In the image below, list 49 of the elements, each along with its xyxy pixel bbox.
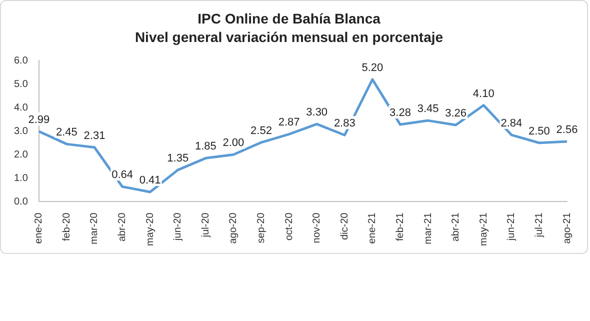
data-label: 3.26 — [445, 108, 467, 120]
x-tick-label: ago-21 — [562, 212, 573, 244]
data-label: 1.35 — [167, 152, 189, 164]
x-tick-label: abr-20 — [117, 212, 128, 242]
x-tick-label: may-21 — [478, 212, 490, 246]
chart-subtitle: Nivel general variación mensual en porcentaje — [134, 29, 444, 46]
data-label: 2.56 — [556, 124, 578, 136]
x-tick-label: jun-20 — [172, 212, 184, 242]
data-label: 3.30 — [306, 106, 328, 119]
data-label: 0.64 — [112, 169, 133, 182]
x-tick-label: oct-20 — [284, 212, 295, 240]
chart-title: IPC Online de Bahía Blanca — [198, 10, 381, 26]
x-tick-label: ago-20 — [228, 212, 240, 244]
data-label: 2.84 — [500, 117, 522, 130]
data-label: 2.31 — [84, 130, 106, 142]
data-label: 0.41 — [139, 174, 161, 187]
data-label: 2.45 — [56, 126, 78, 139]
x-tick-label: jul-21 — [534, 212, 545, 238]
x-tick-label: feb-21 — [394, 212, 406, 242]
y-tick-label: 4.0 — [14, 102, 28, 114]
y-tick-label: 3.0 — [14, 126, 28, 137]
y-tick-label: 0.0 — [14, 196, 28, 208]
data-label: 1.85 — [194, 140, 216, 153]
data-label: 5.20 — [362, 62, 384, 74]
data-label: 4.10 — [472, 88, 494, 100]
data-label: 2.50 — [528, 125, 550, 138]
y-tick-label: 6.0 — [14, 55, 28, 66]
data-label: 2.00 — [222, 137, 244, 150]
y-tick-label: 1.0 — [14, 172, 28, 184]
x-tick-label: jul-20 — [200, 212, 212, 238]
x-tick-label: ene-21 — [367, 212, 378, 244]
x-tick-label: nov-20 — [312, 212, 323, 244]
y-tick-label: 2.0 — [14, 149, 28, 160]
x-tick-label: mar-21 — [422, 212, 434, 244]
data-label: 2.83 — [334, 118, 356, 130]
x-tick-label: mar-20 — [89, 212, 100, 244]
x-tick-label: ene-20 — [34, 212, 45, 244]
y-tick-label: 5.0 — [14, 78, 28, 90]
data-label: 2.99 — [28, 114, 50, 126]
x-tick-label: may-20 — [144, 212, 156, 246]
x-tick-label: abr-21 — [450, 212, 462, 242]
data-label: 3.28 — [390, 107, 411, 120]
data-label: 3.45 — [417, 103, 439, 116]
x-tick-label: jun-21 — [506, 212, 518, 242]
data-label: 2.87 — [278, 116, 300, 129]
x-tick-label: sep-20 — [256, 212, 268, 244]
x-tick-label: dic-20 — [339, 212, 350, 240]
x-tick-label: feb-20 — [61, 212, 72, 242]
data-label: 2.52 — [250, 124, 272, 137]
